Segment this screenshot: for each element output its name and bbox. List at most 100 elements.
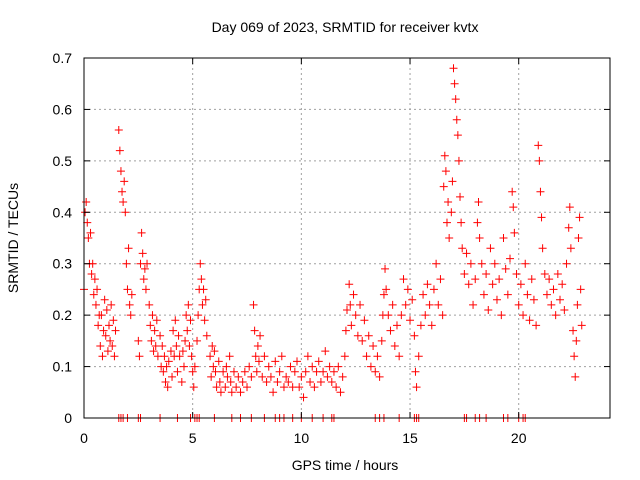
data-point	[386, 326, 395, 335]
data-point	[177, 378, 186, 386]
data-point	[303, 352, 312, 361]
data-point	[284, 378, 293, 386]
data-point	[490, 259, 499, 268]
data-point	[275, 367, 284, 376]
data-point	[571, 372, 580, 381]
data-point	[457, 218, 466, 227]
data-point	[115, 146, 124, 155]
data-point	[301, 367, 310, 376]
data-point	[148, 311, 157, 320]
data-point	[575, 213, 584, 222]
data-point	[166, 347, 175, 356]
data-point	[484, 306, 493, 314]
data-point	[185, 342, 194, 350]
data-point	[510, 228, 519, 237]
data-point	[114, 126, 123, 134]
data-point	[497, 311, 506, 320]
data-point	[121, 208, 130, 217]
y-tick-label: 0	[64, 410, 72, 426]
data-point	[207, 372, 216, 381]
data-point	[384, 311, 393, 320]
data-point	[190, 362, 199, 371]
data-point	[560, 306, 569, 314]
data-point	[441, 167, 450, 176]
data-point	[214, 357, 223, 366]
data-point	[577, 321, 586, 330]
y-tick-label: 0.2	[53, 307, 73, 323]
data-point	[448, 177, 457, 186]
data-point	[96, 342, 105, 350]
data-point	[499, 234, 508, 242]
data-point	[556, 295, 565, 304]
data-point	[161, 378, 170, 386]
data-point	[245, 362, 254, 371]
data-point	[247, 372, 256, 381]
data-point	[414, 352, 423, 361]
data-points	[80, 64, 586, 422]
data-point	[527, 275, 536, 284]
data-point	[262, 378, 271, 386]
data-point	[346, 300, 355, 309]
data-point	[347, 321, 356, 330]
data-point	[163, 383, 172, 392]
data-point	[549, 285, 558, 294]
data-point	[466, 259, 475, 268]
data-point	[149, 347, 158, 356]
data-point	[212, 383, 221, 392]
data-point	[152, 316, 161, 325]
data-point	[537, 213, 546, 222]
data-point	[542, 290, 551, 299]
data-point	[442, 218, 451, 227]
data-point	[390, 342, 399, 350]
data-point	[425, 300, 434, 309]
data-point	[388, 300, 397, 309]
data-point	[173, 367, 182, 376]
data-point	[438, 311, 447, 320]
data-point	[503, 290, 512, 299]
data-point	[134, 336, 143, 345]
data-point	[566, 244, 575, 253]
x-tick-label: 0	[80, 430, 88, 446]
data-point	[371, 367, 380, 376]
data-point	[164, 357, 173, 366]
data-point	[509, 203, 518, 212]
data-point	[565, 203, 574, 212]
data-point	[93, 285, 102, 294]
data-point	[573, 300, 582, 309]
data-point	[141, 285, 150, 294]
data-point	[310, 383, 319, 392]
data-point	[250, 326, 259, 335]
data-point	[209, 362, 218, 371]
data-point	[147, 336, 156, 345]
data-point	[412, 383, 421, 392]
data-point	[234, 372, 243, 381]
data-point	[341, 326, 350, 335]
data-point	[127, 290, 136, 299]
y-axis-title: SRMTID / TECUs	[5, 183, 21, 293]
data-point	[410, 331, 419, 340]
data-point	[273, 378, 282, 386]
y-tick-label: 0.1	[53, 359, 73, 375]
data-point	[362, 352, 371, 361]
data-point	[569, 326, 578, 335]
data-point	[172, 342, 181, 350]
data-point	[100, 295, 109, 304]
data-point	[416, 321, 425, 330]
data-point	[512, 270, 521, 278]
data-point	[159, 367, 168, 376]
data-point	[525, 316, 534, 325]
gridlines	[84, 58, 610, 418]
data-point	[529, 295, 538, 304]
data-point	[215, 378, 224, 386]
data-point	[260, 352, 269, 361]
data-point	[536, 187, 545, 196]
data-point	[223, 372, 232, 381]
data-point	[338, 372, 347, 381]
data-point	[264, 362, 273, 371]
data-point	[356, 300, 365, 309]
data-point	[183, 326, 192, 335]
data-point	[538, 244, 547, 253]
data-point	[89, 290, 98, 299]
data-point	[282, 372, 291, 381]
data-point	[99, 326, 108, 335]
